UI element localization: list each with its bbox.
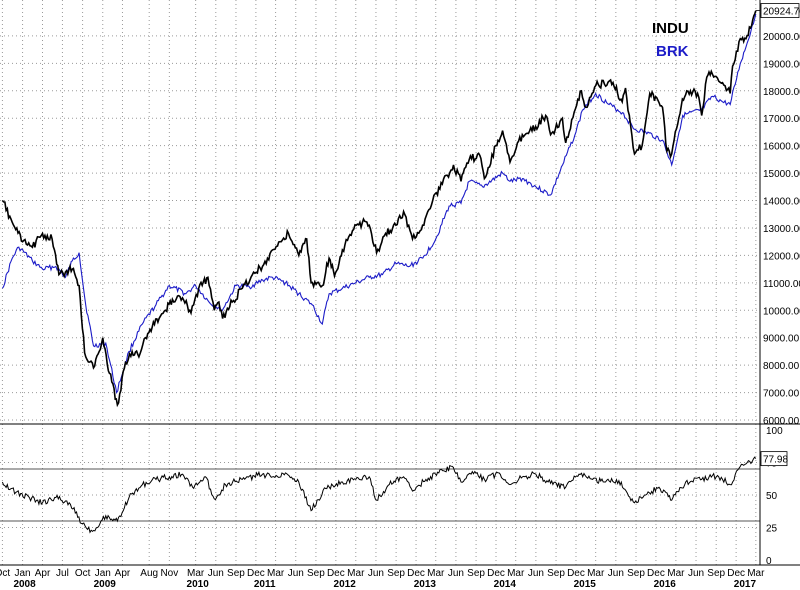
x-tick-label: Jun xyxy=(528,568,544,579)
x-tick-label: Mar xyxy=(267,568,285,579)
y-tick-label: 14000.00 xyxy=(763,197,800,208)
x-tick-label: Apr xyxy=(115,568,131,579)
x-tick-label: Sep xyxy=(707,568,725,579)
x-tick-label: Dec xyxy=(487,568,505,579)
x-tick-label: Mar xyxy=(667,568,685,579)
x-tick-label: Mar xyxy=(507,568,525,579)
x-tick-label: Jun xyxy=(288,568,304,579)
y-tick-label: 6000.00 xyxy=(763,416,800,427)
y-tick-label: 17000.00 xyxy=(763,114,800,125)
x-year-label: 2013 xyxy=(414,579,437,590)
legend-brk: BRK xyxy=(656,43,689,60)
x-tick-label: Dec xyxy=(327,568,345,579)
x-tick-label: Mar xyxy=(427,568,445,579)
x-tick-label: Jun xyxy=(688,568,704,579)
x-tick-label: Jun xyxy=(608,568,624,579)
oscillator-y-axis: 025507510077.98 xyxy=(760,426,788,567)
x-tick-label: Dec xyxy=(727,568,745,579)
x-tick-label: Apr xyxy=(35,568,51,579)
x-year-label: 2015 xyxy=(574,579,597,590)
x-tick-label: Sep xyxy=(387,568,405,579)
grid xyxy=(0,0,760,565)
x-year-label: 2017 xyxy=(734,579,757,590)
x-tick-label: Mar xyxy=(347,568,365,579)
series-line-indu xyxy=(1,10,757,408)
y-tick-label: 12000.00 xyxy=(763,251,800,262)
x-tick-label: Jun xyxy=(368,568,384,579)
x-year-label: 2010 xyxy=(187,579,210,590)
x-tick-label: Sep xyxy=(227,568,245,579)
x-tick-label: Sep xyxy=(467,568,485,579)
x-tick-label: Dec xyxy=(567,568,585,579)
y-tick-label: 10000.00 xyxy=(763,306,800,317)
y-tick-label: 15000.00 xyxy=(763,169,800,180)
x-tick-label: Aug xyxy=(140,568,158,579)
x-tick-label: Jan xyxy=(95,568,111,579)
x-tick-label: Jun xyxy=(208,568,224,579)
y-tick-label: 7000.00 xyxy=(763,389,800,400)
x-tick-label: Jun xyxy=(448,568,464,579)
y-tick-label: 9000.00 xyxy=(763,334,800,345)
x-year-label: 2008 xyxy=(13,579,36,590)
x-tick-label: Sep xyxy=(307,568,325,579)
osc-last-value-label: 77.98 xyxy=(763,455,788,466)
x-tick-label: Sep xyxy=(627,568,645,579)
x-tick-label: Mar xyxy=(187,568,205,579)
x-tick-label: Sep xyxy=(547,568,565,579)
last-value-badge xyxy=(760,3,800,18)
x-tick-label: Nov xyxy=(160,568,178,579)
y-tick-label: 16000.00 xyxy=(763,142,800,153)
legend-indu: INDU xyxy=(652,20,689,37)
price-y-axis: 6000.00 7000.00 8000.00 9000.00 10000.00 1100… xyxy=(755,3,800,427)
x-year-label: 2014 xyxy=(494,579,517,590)
x-year-label: 2009 xyxy=(94,579,117,590)
oscillator-panel xyxy=(1,456,757,534)
series-line-brk xyxy=(1,13,757,395)
date-x-axis: OctJanAprJulOctJanAprAugNovMarJunSepDecM… xyxy=(0,568,765,590)
x-year-label: 2016 xyxy=(654,579,677,590)
last-value-label: 20924.76 xyxy=(763,7,800,18)
y-tick-label: 11000.00 xyxy=(763,279,800,290)
y-tick-label: 20000.00 xyxy=(763,32,800,43)
x-tick-label: Mar xyxy=(587,568,605,579)
x-tick-label: Jan xyxy=(15,568,31,579)
osc-tick-label: 25 xyxy=(766,524,778,535)
chart-frame xyxy=(0,0,800,566)
osc-tick-label: 100 xyxy=(766,426,783,437)
x-year-label: 2011 xyxy=(254,579,276,590)
x-tick-label: Jul xyxy=(56,568,69,579)
oscillator-line xyxy=(1,456,757,534)
y-tick-label: 18000.00 xyxy=(763,87,800,98)
y-tick-label: 8000.00 xyxy=(763,361,800,372)
osc-tick-label: 50 xyxy=(766,491,778,502)
y-tick-label: 13000.00 xyxy=(763,224,800,235)
x-tick-label: Dec xyxy=(407,568,425,579)
main-price-panel xyxy=(1,10,757,408)
x-tick-label: Dec xyxy=(647,568,665,579)
osc-last-value-badge xyxy=(760,451,788,467)
x-tick-label: Mar xyxy=(747,568,765,579)
x-tick-label: Oct xyxy=(75,568,91,579)
x-tick-label: Oct xyxy=(0,568,10,579)
x-tick-label: Dec xyxy=(247,568,265,579)
osc-tick-label: 0 xyxy=(766,556,772,567)
x-year-label: 2012 xyxy=(334,579,357,590)
y-tick-label: 19000.00 xyxy=(763,59,800,70)
